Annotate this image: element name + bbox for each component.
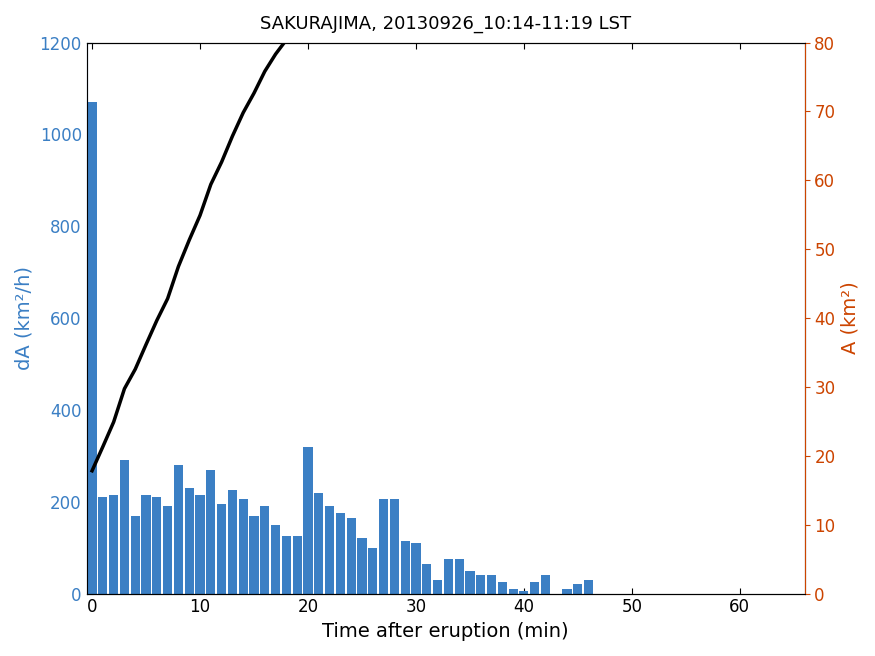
Title: SAKURAJIMA, 20130926_10:14-11:19 LST: SAKURAJIMA, 20130926_10:14-11:19 LST xyxy=(260,15,631,33)
Bar xyxy=(239,499,248,594)
Bar xyxy=(433,580,442,594)
Bar xyxy=(368,548,377,594)
Bar xyxy=(444,559,453,594)
Bar xyxy=(120,461,129,594)
Bar xyxy=(411,543,421,594)
Y-axis label: A (km²): A (km²) xyxy=(841,281,860,354)
Bar xyxy=(520,591,528,594)
Bar xyxy=(195,495,205,594)
Bar xyxy=(206,470,215,594)
Bar xyxy=(292,536,302,594)
Bar xyxy=(130,516,140,594)
Bar xyxy=(466,571,474,594)
Bar xyxy=(304,447,312,594)
Bar xyxy=(346,518,356,594)
Y-axis label: dA (km²/h): dA (km²/h) xyxy=(15,266,34,370)
Bar xyxy=(379,499,388,594)
Bar xyxy=(401,541,410,594)
Bar xyxy=(508,589,518,594)
Bar xyxy=(163,506,172,594)
Bar xyxy=(336,513,345,594)
Bar xyxy=(88,102,96,594)
Bar xyxy=(573,584,583,594)
Bar xyxy=(260,506,270,594)
Bar xyxy=(487,575,496,594)
Bar xyxy=(563,589,571,594)
Bar xyxy=(476,575,486,594)
Bar xyxy=(152,497,161,594)
Bar xyxy=(422,564,431,594)
Bar xyxy=(282,536,291,594)
Bar xyxy=(271,525,280,594)
Bar xyxy=(357,539,367,594)
Bar xyxy=(389,499,399,594)
Bar xyxy=(454,559,464,594)
Bar xyxy=(217,504,227,594)
Bar xyxy=(185,488,194,594)
Bar xyxy=(142,495,150,594)
X-axis label: Time after eruption (min): Time after eruption (min) xyxy=(322,622,569,641)
Bar xyxy=(174,465,183,594)
Bar xyxy=(584,580,593,594)
Bar xyxy=(109,495,118,594)
Bar xyxy=(228,490,237,594)
Bar xyxy=(314,493,324,594)
Bar xyxy=(498,582,507,594)
Bar xyxy=(541,575,550,594)
Bar xyxy=(530,582,539,594)
Bar xyxy=(325,506,334,594)
Bar xyxy=(249,516,259,594)
Bar xyxy=(98,497,108,594)
